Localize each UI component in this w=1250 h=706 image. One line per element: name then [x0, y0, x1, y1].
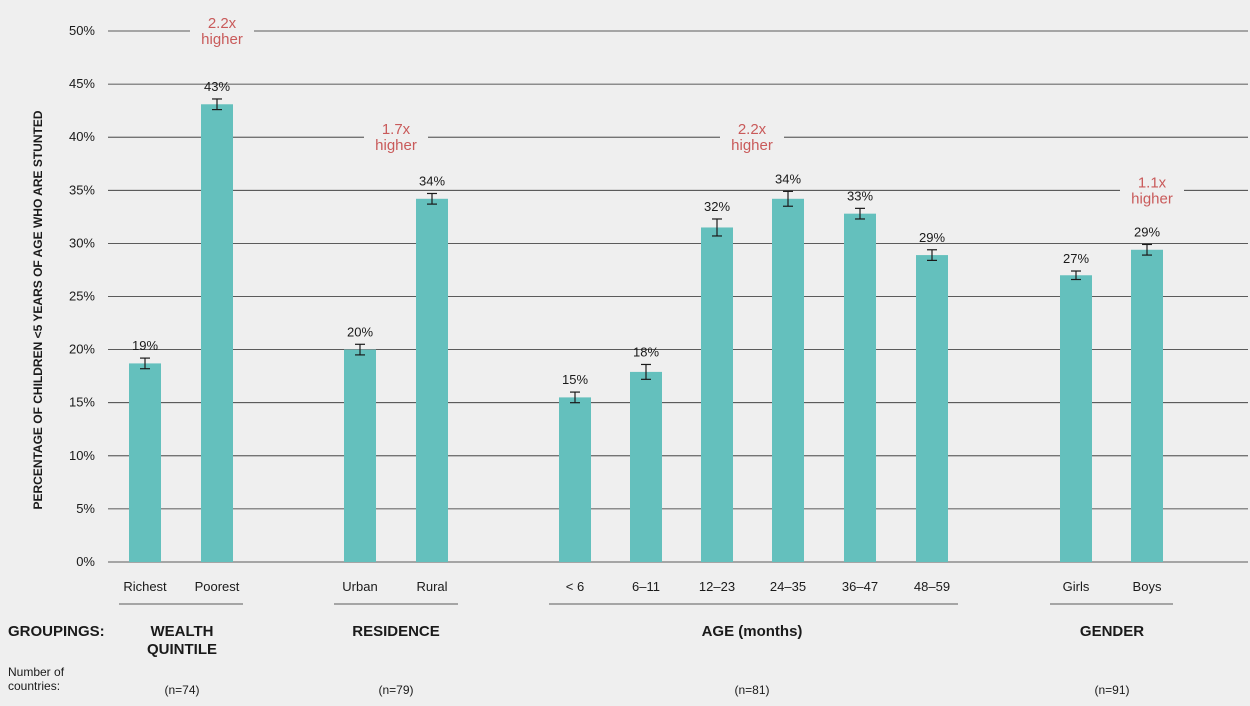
category-label: Girls [1063, 579, 1090, 594]
ratio-annotation: 2.2x [738, 121, 767, 138]
bar [129, 363, 161, 562]
group-country-count: (n=81) [734, 683, 769, 697]
bar [416, 198, 448, 562]
value-label: 34% [775, 171, 801, 186]
value-label: 29% [1134, 224, 1160, 239]
category-label: Rural [416, 579, 447, 594]
bar [559, 397, 591, 562]
bars [129, 98, 1163, 562]
y-tick-label: 15% [69, 395, 95, 410]
countries-label-line2: countries: [8, 679, 60, 693]
y-tick-label: 45% [69, 76, 95, 91]
category-label: Richest [123, 579, 167, 594]
category-label: 36–47 [842, 579, 878, 594]
group-country-count: (n=79) [378, 683, 413, 697]
bar [630, 371, 662, 562]
y-tick-label: 5% [76, 501, 95, 516]
labels: 0% 5% 10% 15% 20% 25% 30% 35% 40% 45% 50% 19% Riches… [69, 23, 1162, 697]
category-label: 12–23 [699, 579, 735, 594]
ratio-annotation: 2.2x [208, 15, 237, 32]
y-tick-label: 25% [69, 289, 95, 304]
ratio-annotation: 1.7x [382, 121, 411, 138]
bar [201, 104, 233, 562]
y-tick-label: 0% [76, 554, 95, 569]
bar [701, 227, 733, 562]
category-label: 24–35 [770, 579, 806, 594]
ratio-annotation-sub: higher [375, 137, 417, 154]
ratio-annotation-sub: higher [1131, 190, 1173, 207]
value-label: 20% [347, 324, 373, 339]
value-label: 32% [704, 199, 730, 214]
group-label-line2: QUINTILE [147, 641, 217, 658]
bar [772, 198, 804, 562]
value-label: 18% [633, 344, 659, 359]
y-tick-label: 50% [69, 23, 95, 38]
ratio-annotation-sub: higher [731, 137, 773, 154]
category-label: < 6 [566, 579, 584, 594]
y-tick-label: 35% [69, 182, 95, 197]
value-label: 43% [204, 79, 230, 94]
bar [1060, 275, 1092, 562]
y-axis-label: PERCENTAGE OF CHILDREN <5 YEARS OF AGE W… [31, 110, 45, 509]
group-country-count: (n=74) [164, 683, 199, 697]
y-tick-label: 40% [69, 129, 95, 144]
value-label: 19% [132, 338, 158, 353]
category-label: 48–59 [914, 579, 950, 594]
bar [344, 349, 376, 562]
bar [844, 213, 876, 562]
value-label: 27% [1063, 251, 1089, 266]
bar [1131, 249, 1163, 562]
value-label: 33% [847, 188, 873, 203]
ratio-annotation: 1.1x [1138, 174, 1167, 191]
y-tick-label: 20% [69, 342, 95, 357]
group-label: AGE (months) [702, 623, 803, 640]
group-label: WEALTH [150, 623, 213, 640]
ratio-annotation-sub: higher [201, 31, 243, 48]
group-label: GENDER [1080, 623, 1144, 640]
group-country-count: (n=91) [1094, 683, 1129, 697]
y-tick-label: 30% [69, 235, 95, 250]
value-label: 29% [919, 230, 945, 245]
category-label: 6–11 [632, 579, 660, 594]
gridlines [108, 30, 1248, 605]
category-label: Boys [1133, 579, 1162, 594]
category-label: Urban [342, 579, 377, 594]
groupings-label: GROUPINGS: [8, 623, 105, 640]
value-label: 34% [419, 173, 445, 188]
countries-label-line1: Number of [8, 665, 65, 679]
bar [916, 255, 948, 562]
value-label: 15% [562, 372, 588, 387]
y-tick-label: 10% [69, 448, 95, 463]
category-label: Poorest [195, 579, 240, 594]
group-label: RESIDENCE [352, 623, 440, 640]
